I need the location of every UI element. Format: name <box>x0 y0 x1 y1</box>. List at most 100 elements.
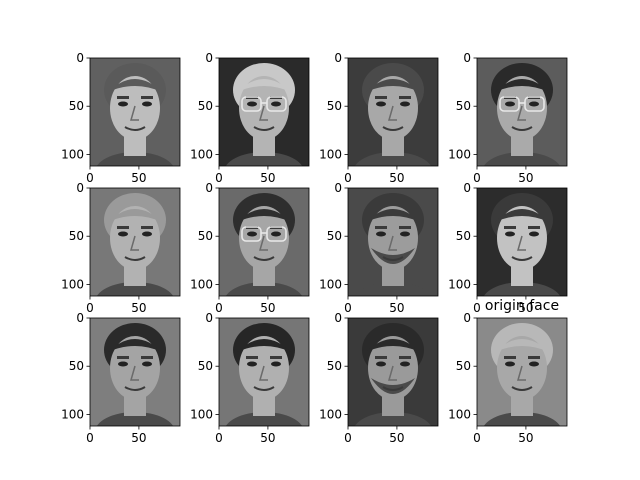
beard <box>371 248 415 264</box>
face-image <box>348 58 438 166</box>
hair-fringe <box>108 209 162 222</box>
face-image <box>219 58 309 166</box>
axes-frame <box>89 57 181 167</box>
eye-right <box>529 231 539 237</box>
y-tick-label: 100 <box>190 147 213 161</box>
y-tick-label: 50 <box>198 229 213 243</box>
eye-right <box>142 361 152 367</box>
shoulders <box>96 152 174 166</box>
x-tick-label: 50 <box>518 301 533 315</box>
shoulders <box>225 152 303 166</box>
x-tick-label: 50 <box>389 171 404 185</box>
hair-fringe <box>495 209 549 222</box>
nose <box>130 105 139 121</box>
x-tick-label: 0 <box>344 431 352 445</box>
mouth <box>253 386 275 391</box>
x-tick-label: 50 <box>260 171 275 185</box>
glasses-lens-left <box>241 96 262 112</box>
eye-right <box>400 231 410 237</box>
y-tick-label: 0 <box>463 51 471 65</box>
hair-fringe <box>366 339 420 352</box>
eyebrow-right <box>141 356 153 359</box>
eyebrow-right <box>141 96 153 99</box>
eye-left <box>505 101 515 107</box>
nose <box>130 365 139 381</box>
y-tick-label: 0 <box>76 51 84 65</box>
hair-fringe <box>108 79 162 92</box>
x-tick-label: 0 <box>473 301 481 315</box>
eyebrow-left <box>117 356 129 359</box>
eyebrow-left <box>117 96 129 99</box>
axes-frame <box>218 57 310 167</box>
glasses-lens-right <box>266 226 287 242</box>
shoulders <box>96 412 174 426</box>
y-tick-label: 50 <box>198 359 213 373</box>
shoulders <box>483 282 561 296</box>
eye-left <box>505 231 515 237</box>
shoulders <box>354 152 432 166</box>
y-tick-label: 0 <box>76 311 84 325</box>
eyebrow-left <box>246 356 258 359</box>
nose <box>388 105 397 121</box>
y-tick-label: 100 <box>448 407 471 421</box>
axes-frame <box>347 57 439 167</box>
mouth <box>511 386 533 391</box>
nose <box>130 235 139 251</box>
x-tick-label: 0 <box>86 301 94 315</box>
eye-right <box>271 231 281 237</box>
x-tick-label: 0 <box>473 171 481 185</box>
y-tick-label: 50 <box>69 359 84 373</box>
eye-left <box>376 231 386 237</box>
eye-right <box>529 361 539 367</box>
y-tick-label: 0 <box>205 181 213 195</box>
y-tick-label: 50 <box>69 229 84 243</box>
hair-fringe <box>495 339 549 352</box>
axes-frame <box>476 187 568 297</box>
y-tick-label: 50 <box>327 359 342 373</box>
eyebrow-right <box>270 356 282 359</box>
x-tick-label: 0 <box>344 171 352 185</box>
mouth <box>124 126 146 131</box>
nose <box>259 365 268 381</box>
glasses-lens-left <box>499 96 520 112</box>
y-tick-label: 0 <box>205 51 213 65</box>
eye-right <box>271 361 281 367</box>
hair-fringe <box>237 209 291 222</box>
y-tick-label: 100 <box>61 407 84 421</box>
eyebrow-left <box>375 226 387 229</box>
y-tick-label: 0 <box>334 311 342 325</box>
mouth <box>511 126 533 131</box>
axes-frame <box>476 317 568 427</box>
x-tick-label: 0 <box>215 171 223 185</box>
y-tick-label: 50 <box>456 229 471 243</box>
nose <box>517 365 526 381</box>
shoulders <box>225 282 303 296</box>
beard <box>371 378 415 394</box>
eye-left <box>376 101 386 107</box>
x-tick-label: 0 <box>86 431 94 445</box>
axes-frame <box>347 317 439 427</box>
x-tick-label: 50 <box>518 171 533 185</box>
y-tick-label: 100 <box>319 407 342 421</box>
face-image <box>90 58 180 166</box>
eye-left <box>376 361 386 367</box>
y-tick-label: 100 <box>190 277 213 291</box>
y-tick-label: 50 <box>456 99 471 113</box>
y-tick-label: 50 <box>198 99 213 113</box>
eye-right <box>529 101 539 107</box>
eye-left <box>118 361 128 367</box>
nose <box>388 235 397 251</box>
hair-fringe <box>237 79 291 92</box>
hair-fringe <box>237 339 291 352</box>
x-tick-label: 0 <box>473 431 481 445</box>
y-tick-label: 0 <box>334 51 342 65</box>
nose <box>517 235 526 251</box>
x-tick-label: 0 <box>86 171 94 185</box>
x-tick-label: 50 <box>131 301 146 315</box>
glasses-lens-left <box>241 226 262 242</box>
